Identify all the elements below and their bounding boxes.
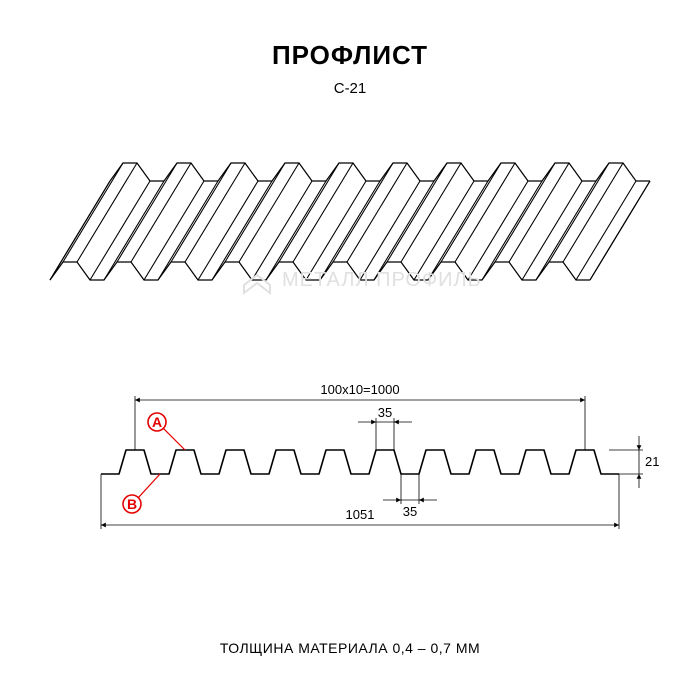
page-subtitle: C-21 (0, 80, 700, 97)
svg-text:35: 35 (378, 405, 392, 420)
svg-text:1051: 1051 (346, 507, 375, 522)
svg-text:21: 21 (645, 454, 659, 469)
watermark: МЕТАЛЛ ПРОФИЛЬ (240, 260, 540, 300)
page-title: ПРОФЛИСТ (0, 40, 700, 71)
footer-note: ТОЛЩИНА МАТЕРИАЛА 0,4 – 0,7 ММ (0, 640, 700, 656)
marker-a: A (152, 414, 162, 430)
watermark-logo-icon (240, 263, 274, 297)
svg-text:100x10=1000: 100x10=1000 (320, 382, 399, 397)
svg-text:35: 35 (403, 504, 417, 519)
watermark-text: МЕТАЛЛ ПРОФИЛЬ (282, 269, 482, 292)
marker-b: B (127, 496, 137, 512)
technical-drawing: 100x10=1000 1051 35 35 21 A B (40, 360, 660, 560)
